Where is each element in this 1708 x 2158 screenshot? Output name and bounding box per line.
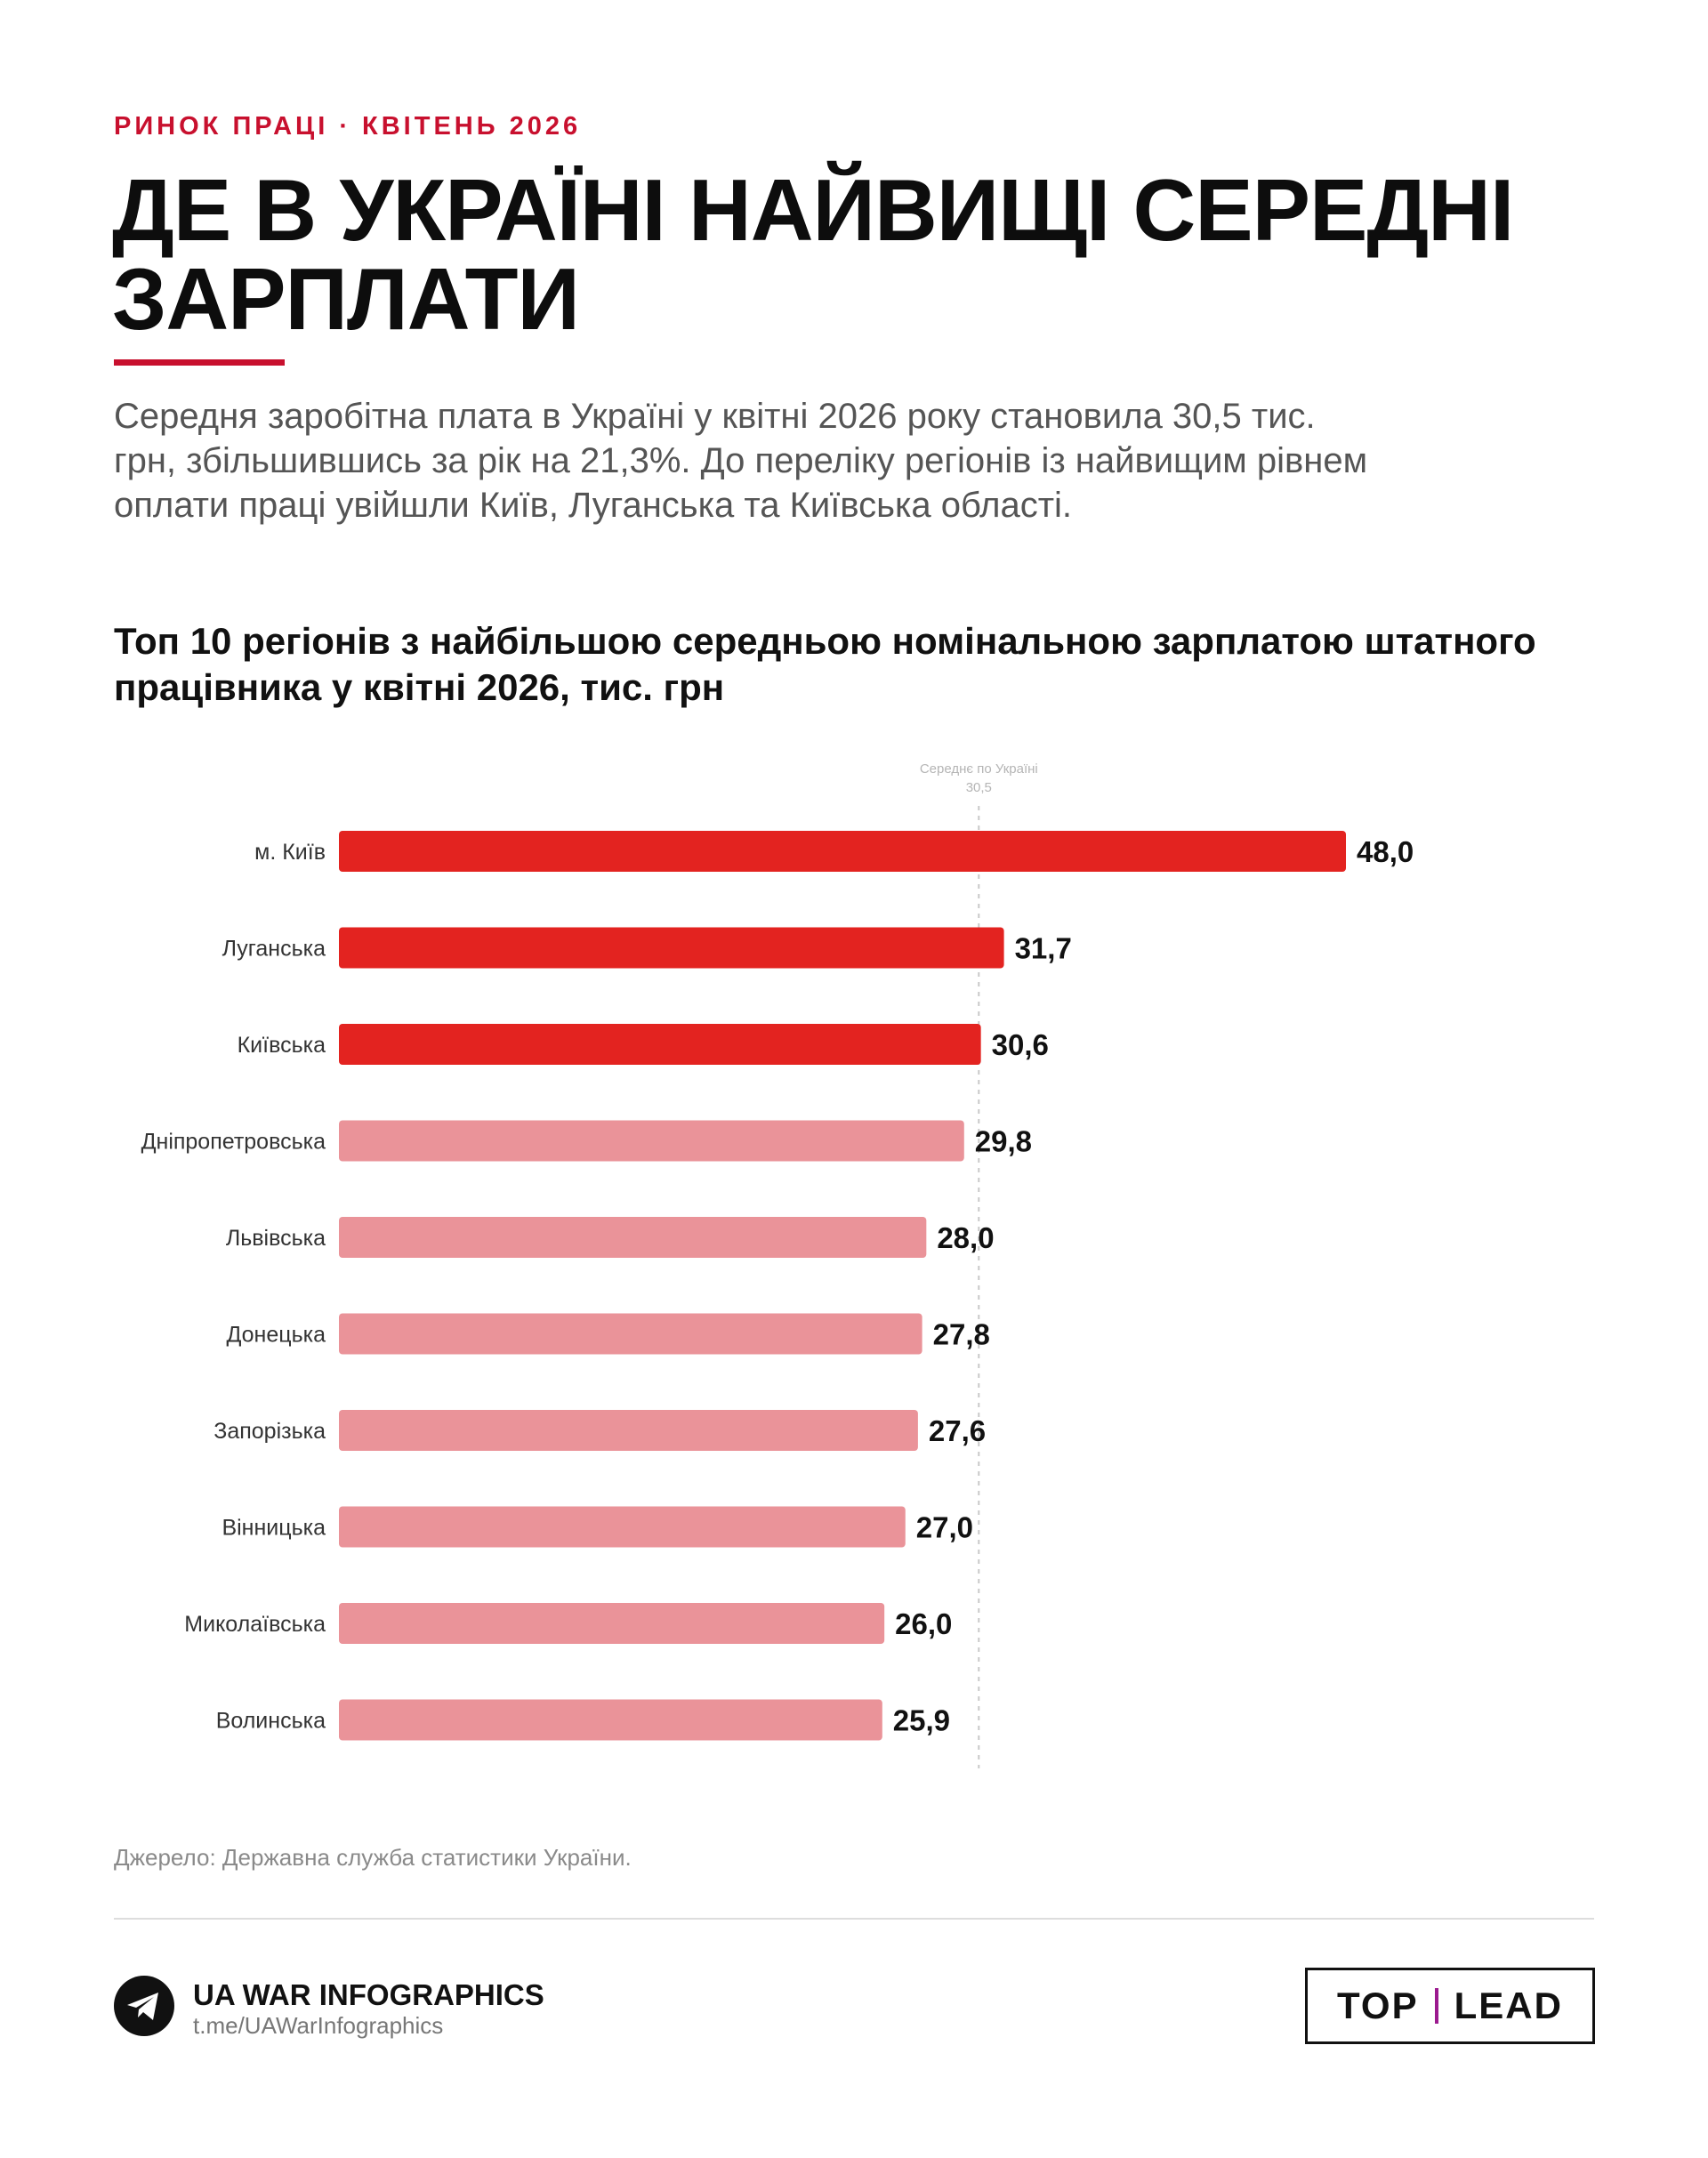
category-label: Луганська: [222, 937, 326, 962]
telegram-icon[interactable]: [114, 1976, 174, 2036]
toplead-logo: TOP LEAD: [1305, 1968, 1595, 2044]
value-label: 27,0: [916, 1511, 973, 1544]
bar: [339, 1024, 981, 1065]
logo-left-text: TOP: [1337, 1985, 1419, 2026]
bar-chart: Середнє по Україні 30,5 м. Київ 48,0 Лугансь…: [141, 761, 1414, 1768]
value-label: 28,0: [937, 1221, 994, 1254]
category-label: Дніпропетровська: [141, 1130, 326, 1155]
value-label: 25,9: [893, 1704, 950, 1737]
reference-label: Середнє по Україні: [920, 761, 1038, 777]
bar: [339, 1699, 882, 1741]
value-label: 31,7: [1015, 932, 1072, 965]
brand-name: UA WAR INFOGRAPHICS: [193, 1978, 544, 2011]
bar: [339, 1410, 918, 1451]
source-note: Джерело: Державна служба статистики Укра…: [114, 1844, 632, 1871]
logo-right-text: LEAD: [1454, 1985, 1563, 2026]
category-label: Запорізька: [214, 1419, 326, 1444]
category-label: Донецька: [226, 1323, 326, 1348]
value-label: 48,0: [1357, 835, 1414, 868]
bar: [339, 1217, 927, 1258]
title-underline: [114, 359, 285, 366]
bar: [339, 1120, 964, 1162]
value-label: 27,8: [933, 1318, 990, 1351]
value-label: 26,0: [895, 1607, 952, 1640]
brand-link[interactable]: t.me/UAWarInfographics: [193, 2012, 444, 2039]
bar: [339, 927, 1004, 969]
reference-value: 30,5: [966, 780, 992, 795]
category-label: Волинська: [216, 1709, 326, 1734]
bar: [339, 1506, 906, 1548]
value-label: 30,6: [992, 1028, 1049, 1061]
page-title: ДЕ В УКРАЇНІ НАЙВИЩІ СЕРЕДНІ ЗАРПЛАТИ: [112, 161, 1514, 348]
category-label: Київська: [238, 1033, 326, 1058]
value-label: 29,8: [975, 1125, 1032, 1158]
bar: [339, 1603, 885, 1644]
kicker: РИНОК ПРАЦІ · КВІТЕНЬ 2026: [114, 112, 582, 141]
category-label: Вінницька: [222, 1516, 326, 1541]
chart-title: Топ 10 регіонів з найбільшою середньою н…: [114, 620, 1536, 708]
bar: [339, 1313, 922, 1355]
footer-divider: [114, 1918, 1594, 1920]
value-label: 27,6: [929, 1414, 986, 1447]
lead-paragraph: Середня заробітна плата в Україні у квіт…: [114, 397, 1368, 525]
category-label: Львівська: [226, 1226, 326, 1251]
category-label: Миколаївська: [184, 1612, 326, 1637]
category-label: м. Київ: [254, 840, 326, 865]
bar: [339, 831, 1346, 872]
logo-separator: [1434, 1988, 1438, 2024]
